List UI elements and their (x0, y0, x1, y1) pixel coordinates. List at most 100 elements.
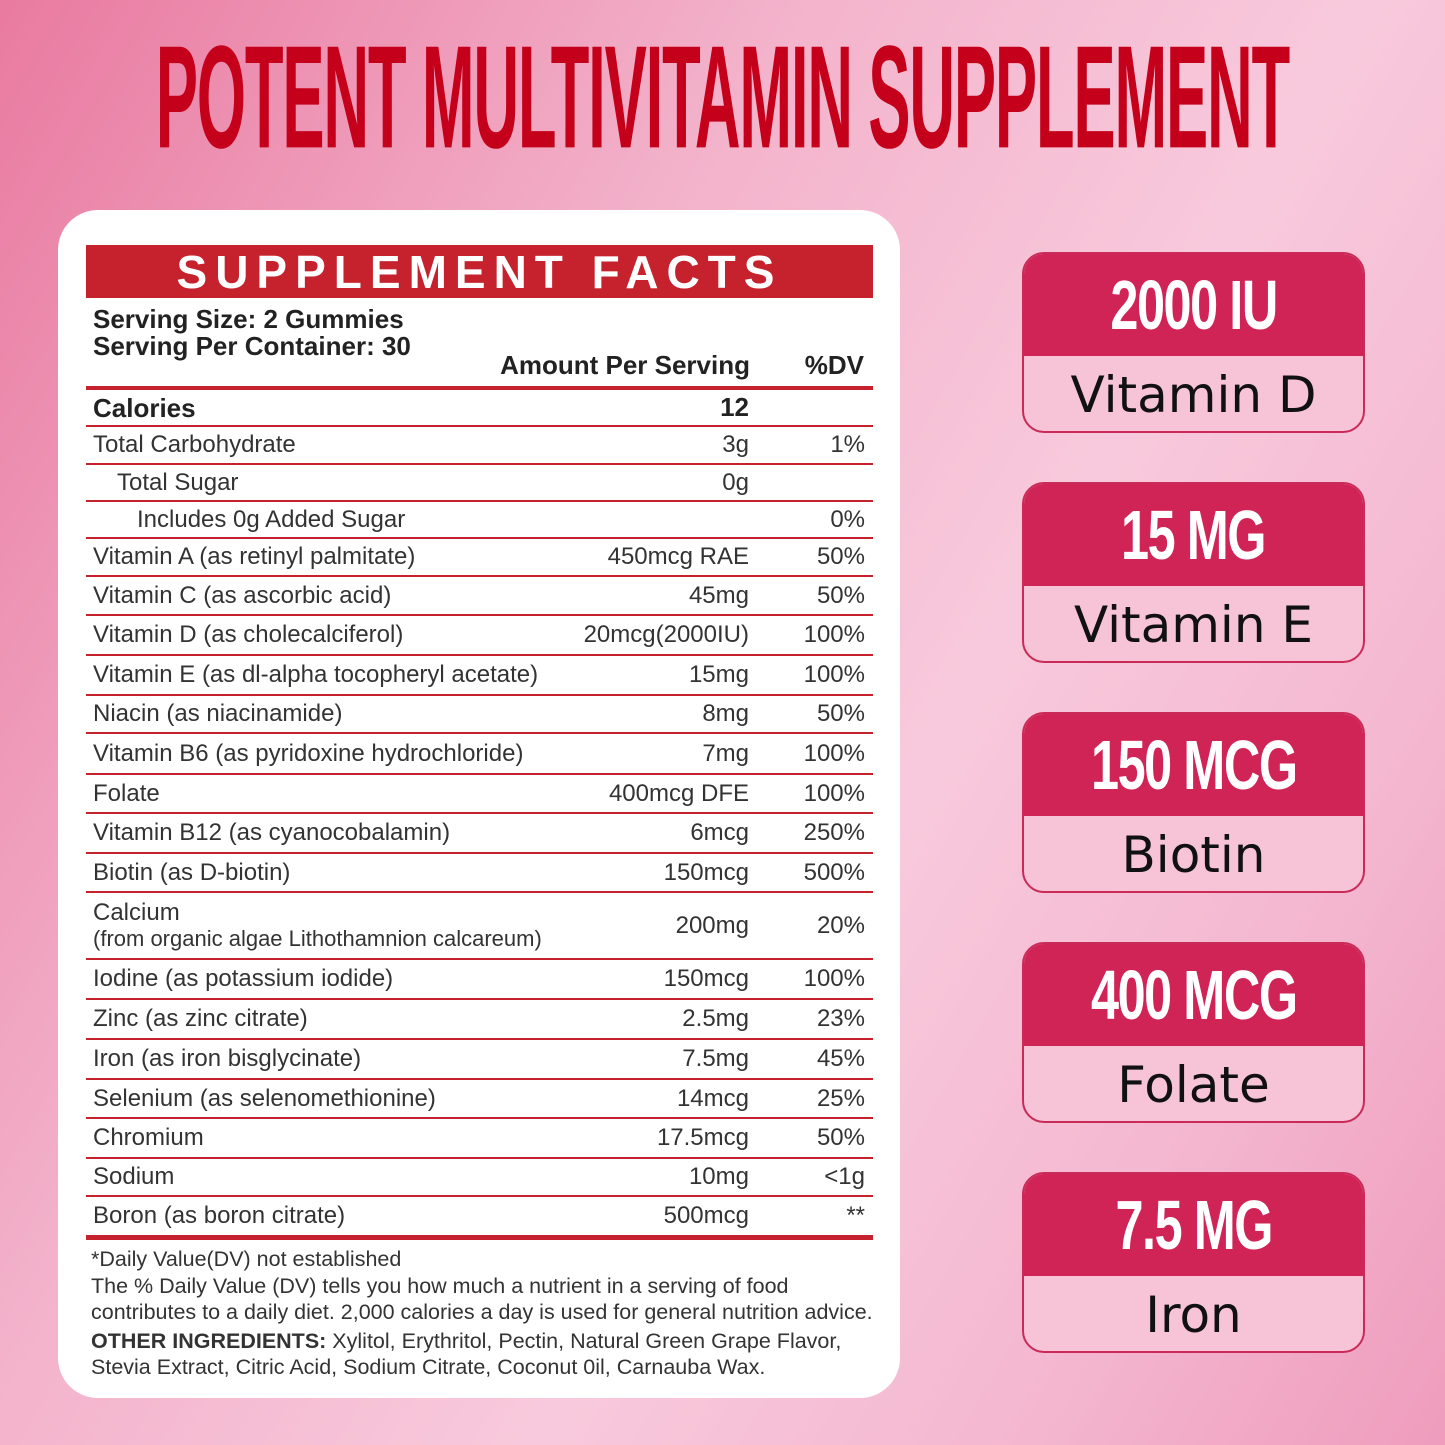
footnote-dv: *Daily Value(DV) not established (91, 1247, 402, 1271)
nutrient-badge: 7.5 MG Iron (1022, 1172, 1365, 1353)
daily-value: 100% (803, 965, 865, 992)
nutrient-badge: 15 MG Vitamin E (1022, 482, 1365, 663)
daily-value: 100% (803, 779, 865, 807)
table-row: Niacin (as niacinamide) 8mg 50% (86, 696, 873, 734)
nutrient-badge: 150 MCG Biotin (1022, 712, 1365, 893)
daily-value: 50% (816, 700, 865, 727)
nutrient-name: Selenium (as selenomethionine) (93, 1084, 436, 1112)
daily-value: 50% (816, 581, 865, 609)
amount: 450mcg RAE (607, 543, 749, 570)
table-row: Total Carbohydrate 3g 1% (86, 427, 873, 465)
nutrient-name: Vitamin D (as cholecalciferol) (93, 621, 404, 648)
page-title: POTENT MULTIVITAMIN SUPPLEMENT (155, 15, 1290, 180)
nutrient-name: Total Sugar (117, 468, 239, 496)
table-row: Selenium (as selenomethionine) 14mcg 25% (86, 1080, 873, 1119)
serving-size: Serving Size: 2 Gummies (93, 304, 404, 334)
nutrient-name: Sodium (93, 1163, 175, 1190)
table-row: Zinc (as zinc citrate) 2.5mg 23% (86, 1000, 873, 1040)
badge-amount: 15 MG (1121, 496, 1266, 574)
amount: 7.5mg (682, 1045, 749, 1072)
amount: 6mcg (690, 819, 749, 846)
daily-value: 100% (803, 739, 865, 767)
table-row: Vitamin C (as ascorbic acid) 45mg 50% (86, 577, 873, 616)
badge-nutrient: Iron (1145, 1285, 1242, 1344)
badge-nutrient: Folate (1117, 1055, 1270, 1114)
table-row: Vitamin B6 (as pyridoxine hydrochloride)… (86, 734, 873, 775)
amount: 15mg (688, 661, 749, 688)
daily-value: 23% (816, 1005, 865, 1032)
badge-amount: 150 MCG (1090, 726, 1298, 804)
nutrient-name: Iodine (as potassium iodide) (93, 965, 394, 992)
table-row: Calcium (from organic algae Lithothamnion… (86, 893, 873, 960)
badge-amount: 2000 IU (1110, 266, 1278, 344)
badge-nutrient: Vitamin D (1070, 365, 1317, 424)
nutrient-name: Vitamin B12 (as cyanocobalamin) (93, 819, 451, 846)
amount: 14mcg (676, 1084, 749, 1112)
daily-value: 100% (803, 661, 865, 688)
nutrient-name: Calories (93, 392, 196, 423)
table-row: Folate 400mcg DFE 100% (86, 775, 873, 814)
amount: 2.5mg (682, 1005, 749, 1032)
amount: 150mcg (663, 858, 749, 886)
table-row: Iodine (as potassium iodide) 150mcg 100% (86, 960, 873, 1000)
supplement-facts-panel: SUPPLEMENT FACTS Serving Size: 2 Gummies… (58, 210, 900, 1398)
amount: 17.5mcg (656, 1124, 749, 1151)
nutrient-name: Zinc (as zinc citrate) (93, 1005, 308, 1032)
table-row: Includes 0g Added Sugar 0% (86, 502, 873, 539)
amount: 12 (720, 392, 749, 422)
table-row: Vitamin D (as cholecalciferol) 20mcg(2000… (86, 616, 873, 656)
amount: 10mg (688, 1163, 749, 1190)
amount: 150mcg (663, 965, 749, 992)
footnotes: *Daily Value(DV) not established The % D… (91, 1246, 891, 1381)
daily-value: <1g (824, 1163, 865, 1190)
amount: 0g (722, 468, 749, 496)
table-row: Vitamin E (as dl-alpha tocopheryl acetat… (86, 656, 873, 696)
nutrient-source: (from organic algae Lithothamnion calcar… (93, 925, 542, 951)
table-row: Vitamin B12 (as cyanocobalamin) 6mcg 250% (86, 814, 873, 854)
daily-value: 500% (803, 858, 865, 886)
badge-amount: 400 MCG (1090, 956, 1298, 1034)
amount: 8mg (702, 700, 749, 727)
amount: 500mcg (663, 1202, 749, 1229)
amount: 400mcg DFE (608, 779, 749, 807)
table-row: Biotin (as D-biotin) 150mcg 500% (86, 854, 873, 893)
daily-value: 50% (816, 1124, 865, 1151)
daily-value: 50% (816, 543, 865, 570)
table-row: Calories 12 (86, 390, 873, 427)
badge-amount: 7.5 MG (1115, 1186, 1273, 1264)
table-row: Total Sugar 0g (86, 465, 873, 502)
nutrient-badge: 2000 IU Vitamin D (1022, 252, 1365, 433)
table-row: Boron (as boron citrate) 500mcg ** (86, 1197, 873, 1235)
daily-value: 20% (816, 911, 865, 939)
nutrient-name: Chromium (93, 1124, 204, 1151)
nutrient-name: Iron (as iron bisglycinate) (93, 1045, 362, 1072)
nutrient-badge: 400 MCG Folate (1022, 942, 1365, 1123)
daily-value: 1% (830, 431, 865, 458)
amount: 45mg (688, 581, 749, 609)
nutrient-name: Vitamin B6 (as pyridoxine hydrochloride) (93, 739, 524, 767)
amount: 200mg (675, 911, 749, 939)
nutrient-name: Biotin (as D-biotin) (93, 858, 291, 886)
table-row: Chromium 17.5mcg 50% (86, 1119, 873, 1159)
facts-table: Calories 12 Total Carbohydrate 3g 1% Total Su… (86, 386, 873, 1240)
nutrient-name: Calcium (from organic algae Lithothamnion… (93, 898, 542, 951)
servings-per-container: Serving Per Container: 30 (93, 331, 411, 361)
nutrient-name: Total Carbohydrate (93, 431, 296, 458)
table-row: Iron (as iron bisglycinate) 7.5mg 45% (86, 1040, 873, 1080)
footnote-explanation: The % Daily Value (DV) tells you how muc… (91, 1273, 873, 1325)
nutrient-name: Vitamin C (as ascorbic acid) (93, 581, 392, 609)
nutrient-name: Vitamin E (as dl-alpha tocopheryl acetat… (93, 661, 539, 688)
amount: 20mcg(2000IU) (583, 621, 749, 648)
daily-value: 100% (803, 621, 865, 648)
badge-nutrient: Vitamin E (1073, 595, 1313, 654)
daily-value: 45% (816, 1045, 865, 1072)
daily-value: ** (846, 1202, 865, 1229)
nutrient-name: Niacin (as niacinamide) (93, 700, 343, 727)
amount-column-header: Amount Per Serving (500, 350, 750, 380)
nutrient-name: Boron (as boron citrate) (93, 1202, 346, 1229)
other-ingredients: OTHER INGREDIENTS: Xylitol, Erythritol, … (91, 1328, 842, 1380)
dv-column-header: %DV (804, 350, 864, 380)
daily-value: 0% (830, 505, 865, 533)
amount: 3g (722, 431, 749, 458)
facts-heading: SUPPLEMENT FACTS (86, 245, 873, 298)
